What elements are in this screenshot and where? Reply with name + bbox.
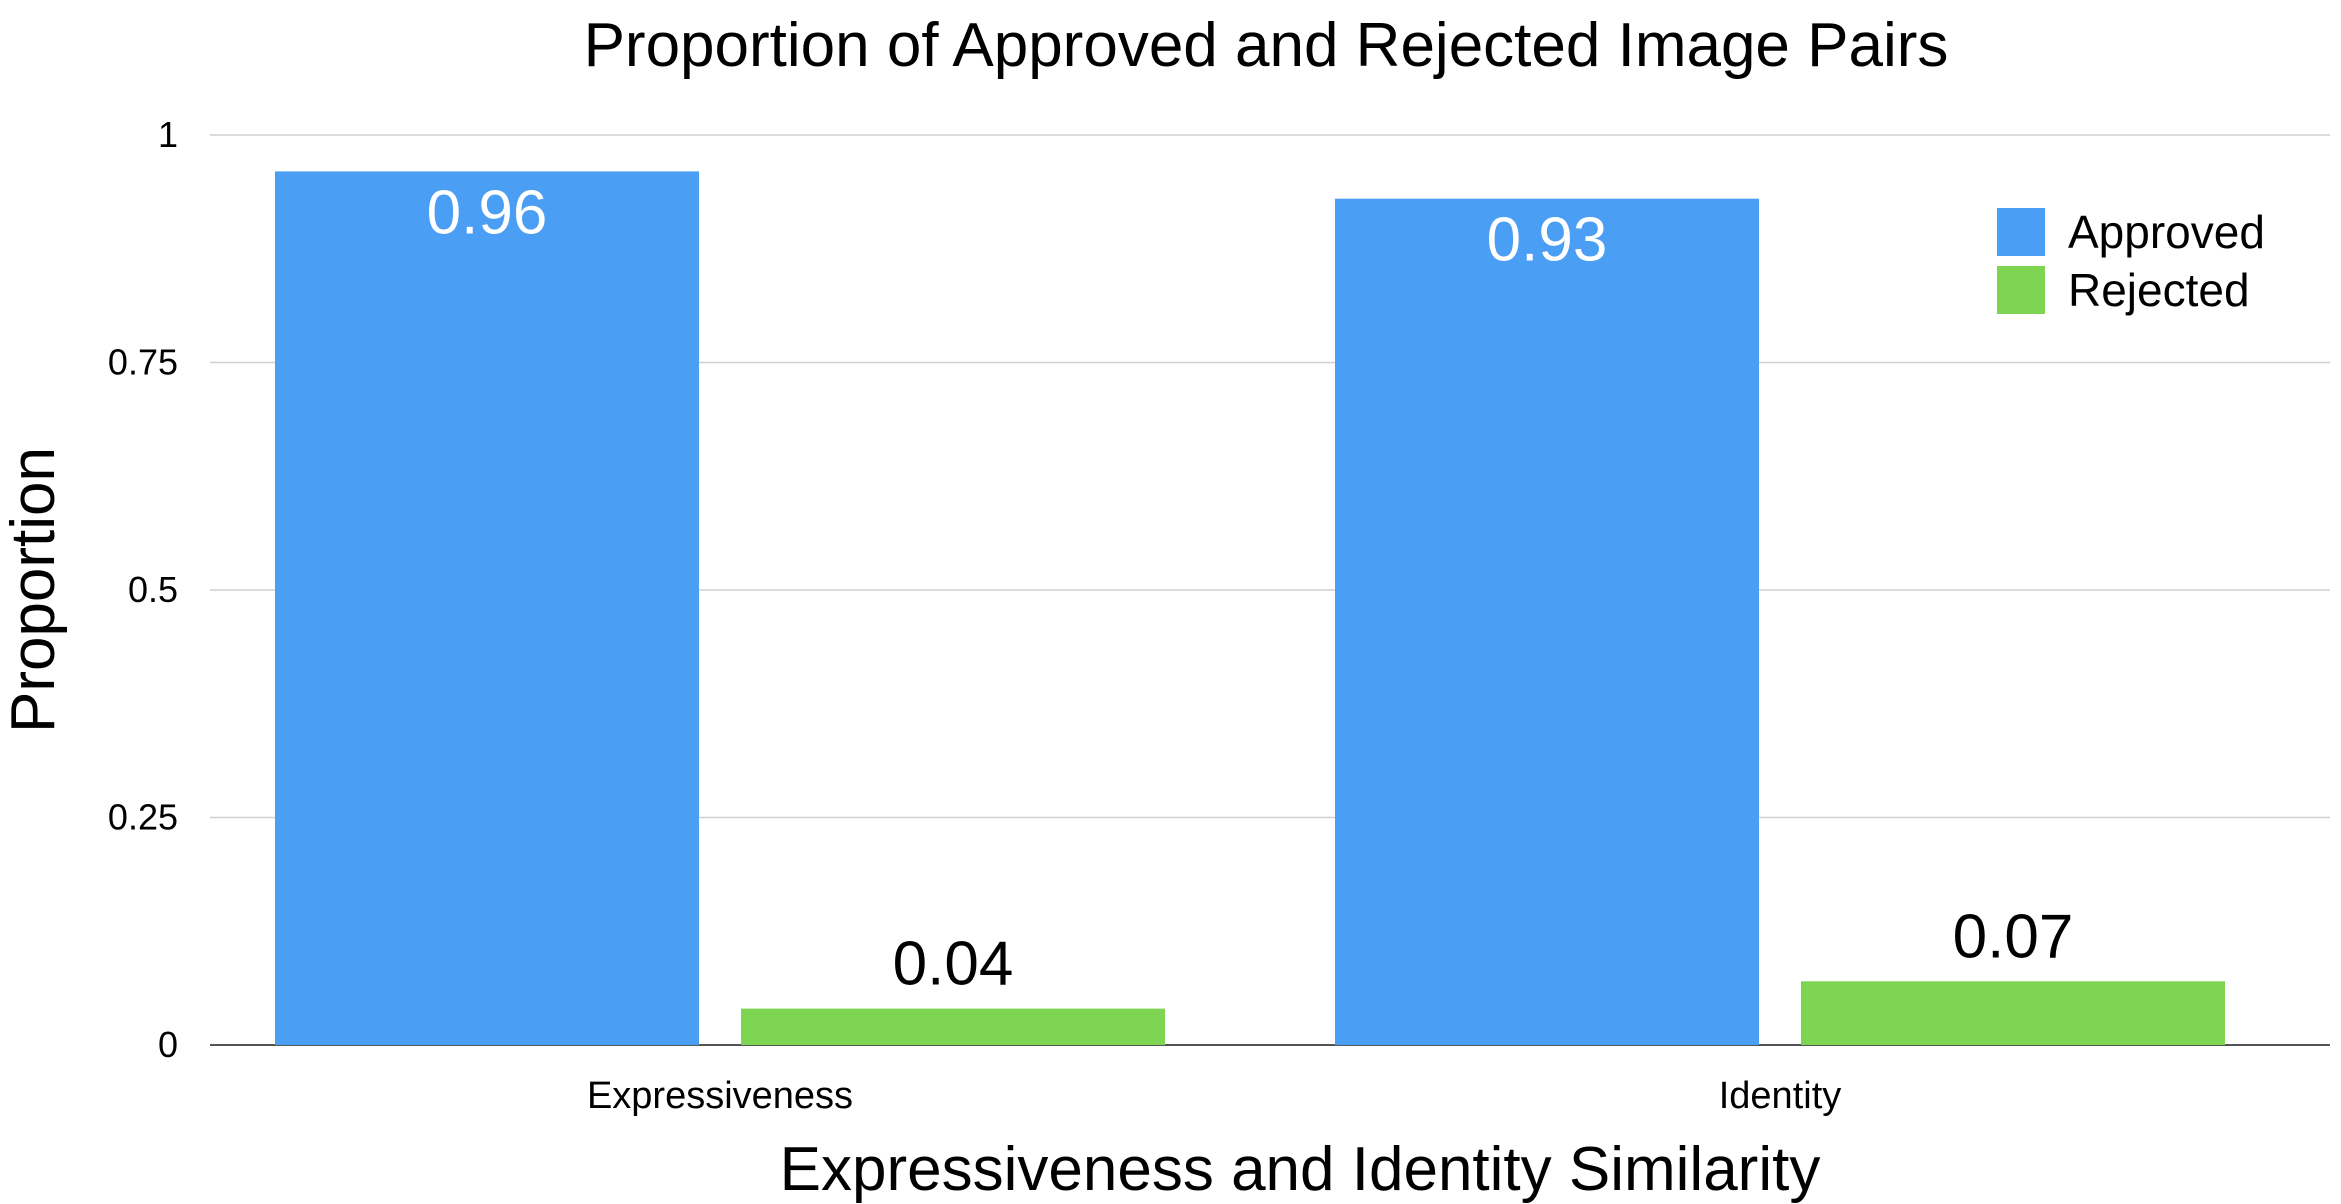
bar-approved-identity	[1335, 198, 1759, 1045]
data-labels: 0.96 0.04 0.93 0.07	[427, 178, 2074, 998]
legend-swatch-rejected	[1997, 266, 2045, 314]
data-label: 0.04	[893, 930, 1014, 999]
x-tick-label: Identity	[1719, 1075, 1842, 1117]
bar-rejected-identity	[1801, 981, 2225, 1045]
legend-label-approved: Approved	[2068, 206, 2265, 258]
y-tick-label: 0.25	[108, 797, 178, 838]
data-label: 0.96	[427, 178, 548, 247]
chart-title: Proportion of Approved and Rejected Imag…	[584, 11, 1949, 80]
data-label: 0.93	[1487, 206, 1608, 275]
legend-swatch-approved	[1997, 208, 2045, 256]
y-axis-title: Proportion	[0, 447, 68, 733]
bar-rejected-expressiveness	[741, 1008, 1165, 1045]
y-tick-label: 0.75	[108, 342, 178, 383]
legend-label-rejected: Rejected	[2068, 264, 2250, 316]
x-tick-labels: Expressiveness Identity	[587, 1075, 1841, 1117]
x-tick-label: Expressiveness	[587, 1075, 853, 1117]
y-tick-labels: 0 0.25 0.5 0.75 1	[108, 114, 178, 1065]
x-axis-title: Expressiveness and Identity Similarity	[780, 1135, 1821, 1204]
y-tick-label: 1	[158, 114, 178, 155]
legend: Approved Rejected	[1997, 206, 2265, 316]
data-label: 0.07	[1953, 902, 2074, 971]
y-tick-label: 0	[158, 1024, 178, 1065]
y-tick-label: 0.5	[128, 569, 178, 610]
bars	[275, 171, 2225, 1045]
bar-approved-expressiveness	[275, 171, 699, 1045]
